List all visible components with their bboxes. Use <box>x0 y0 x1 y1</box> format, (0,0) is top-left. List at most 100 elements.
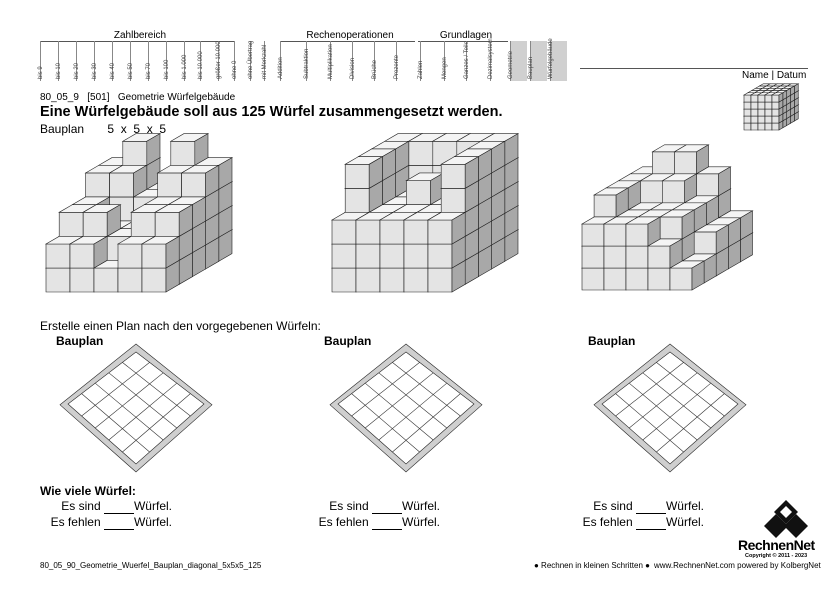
cube-face <box>178 204 193 237</box>
topic-column: bis 70 <box>146 41 165 81</box>
answer-blank[interactable] <box>635 517 666 530</box>
cube-face <box>625 267 649 291</box>
topic-column: Würfelgebäude <box>548 38 567 81</box>
cube-face <box>771 94 780 103</box>
topic-column-label: größer 10.000 <box>216 41 222 79</box>
instruction: Erstelle einen Plan nach den vorgegebene… <box>40 319 321 333</box>
topic-column: Division <box>350 41 369 81</box>
cube-face <box>743 108 752 117</box>
bauplan-dims-row: Bauplan 5 x 5 x 5 <box>40 122 166 136</box>
topic-column-label: bis 10.000 <box>198 51 204 79</box>
building-1 <box>44 133 234 293</box>
grid-line <box>378 372 447 429</box>
topic-column: Subtraktion <box>304 41 323 81</box>
answer-blank[interactable] <box>371 501 402 514</box>
grid-line <box>81 393 150 453</box>
cube-face <box>696 173 719 197</box>
grid-line <box>351 362 420 417</box>
cube-face <box>379 243 405 269</box>
grid-line <box>392 393 461 453</box>
topic-column: ohne 0 <box>232 41 251 81</box>
cube-face <box>440 188 466 213</box>
cube-face <box>669 238 683 269</box>
answer-blank[interactable] <box>635 501 666 514</box>
cube-face <box>368 156 383 189</box>
cube-face <box>141 267 167 293</box>
cube-face <box>750 108 759 117</box>
topic-column-label: bis 30 <box>92 62 98 79</box>
cube-face <box>331 219 357 245</box>
topic-column: Zahlen <box>418 41 437 81</box>
cube-face <box>403 243 429 269</box>
cube-face <box>355 267 381 293</box>
page-title: Eine Würfelgebäude soll aus 125 Würfel z… <box>40 104 503 120</box>
cube-face <box>85 172 110 198</box>
topic-column-label: ohne 0 <box>232 60 238 79</box>
footer-site[interactable]: www.RechnenNet.com powered by KolbergNet <box>654 561 821 570</box>
topic-column-label: bis 1.000 <box>182 54 188 79</box>
grid-line <box>392 362 461 417</box>
cube-face <box>674 151 697 175</box>
grid-line <box>108 382 177 441</box>
topic-column: Dezimalsystem <box>488 38 507 81</box>
group-divider <box>40 41 235 42</box>
grid-line <box>122 362 191 417</box>
cube-face <box>379 267 405 293</box>
cube-face <box>764 115 773 124</box>
cube-face <box>662 180 685 204</box>
topic-column-label: bis 10 <box>56 62 62 79</box>
cube-face <box>757 115 766 124</box>
cube-face <box>750 101 759 110</box>
brand-name: RechnenNet <box>738 537 815 553</box>
answer-2: Es sind Würfel. Es fehlen Würfel. <box>318 499 440 530</box>
building-3 <box>580 144 754 291</box>
cube-face <box>133 164 148 198</box>
cube-face <box>337 351 475 465</box>
answer-blank[interactable] <box>371 517 402 530</box>
plan-grid-2[interactable] <box>326 343 496 484</box>
topic-column: bis 30 <box>92 41 111 81</box>
cube-face <box>427 243 453 269</box>
cube-face <box>194 133 209 166</box>
topic-column: bis 100 <box>164 41 183 81</box>
answer-blank[interactable] <box>103 517 134 530</box>
topic-column-label: ohne Übertrag <box>248 40 254 79</box>
cube-face <box>82 212 108 237</box>
cube-face <box>647 216 661 247</box>
grid-line <box>629 372 698 429</box>
cube-face <box>581 223 605 247</box>
plan-grid-3[interactable] <box>590 343 760 484</box>
topic-column-label: Zahlen <box>418 60 424 79</box>
grid-line <box>95 372 164 429</box>
topic-column: Addition <box>278 41 297 81</box>
topic-column-label: Ganzes / Teile <box>464 41 470 79</box>
topic-column-label: mit Merkzahl <box>262 44 268 79</box>
copyright: Copyright © 2011 - 2023 <box>745 553 808 559</box>
cube-face <box>427 219 453 245</box>
topic-column: Brüche <box>372 41 391 81</box>
cube-face <box>141 243 167 269</box>
topic-column: Prozente <box>394 41 413 81</box>
grid-line <box>365 382 434 441</box>
topic-column-label: bis 100 <box>164 59 170 79</box>
cube-face <box>451 211 466 245</box>
bauplan-label: Bauplan <box>40 122 85 136</box>
cube-face <box>69 243 95 269</box>
plan-grid-1[interactable] <box>56 343 226 484</box>
cube-face <box>331 243 357 269</box>
cube-face <box>403 267 429 293</box>
grid-line <box>656 393 725 453</box>
question: Wie viele Würfel: <box>40 484 136 498</box>
rechnennet-logo-icon <box>764 500 808 538</box>
cube-face <box>344 164 370 189</box>
cube-face <box>684 173 697 204</box>
cube-face <box>93 235 108 269</box>
cube-face <box>625 223 649 247</box>
answer-blank[interactable] <box>103 501 134 514</box>
name-datum-line <box>580 68 808 69</box>
cube-face <box>67 351 205 465</box>
plan-2-label: Bauplan <box>324 334 372 348</box>
topic-column: Geometrie <box>508 41 527 81</box>
footer-slogan: ● Rechnen in kleinen Schritten ● <box>534 561 650 570</box>
topic-column-label: Addition <box>278 57 284 79</box>
